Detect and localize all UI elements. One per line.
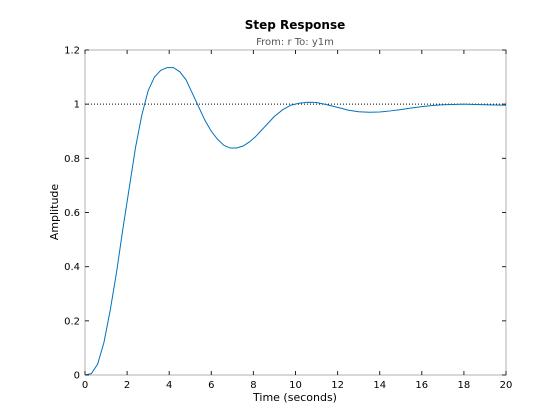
chart-subtitle: From: r To: y1m <box>256 37 334 48</box>
y-tick-label: 1.2 <box>64 46 80 57</box>
y-tick-label: 0.6 <box>64 208 80 219</box>
x-tick-label: 10 <box>289 380 302 391</box>
x-tick-label: 4 <box>166 380 172 391</box>
y-tick-label: 1 <box>74 100 80 111</box>
y-axis-label: Amplitude <box>48 184 61 241</box>
y-tick-label: 0.8 <box>64 154 80 165</box>
y-tick-label: 0.4 <box>64 262 80 273</box>
x-tick-label: 16 <box>415 380 428 391</box>
x-tick-label: 6 <box>208 380 214 391</box>
x-tick-label: 0 <box>82 380 88 391</box>
x-tick-label: 20 <box>500 380 513 391</box>
x-axis-label: Time (seconds) <box>252 391 337 404</box>
y-tick-label: 0 <box>74 371 80 382</box>
chart-title: Step Response <box>245 18 345 32</box>
y-tick-label: 0.2 <box>64 316 80 327</box>
plot-area <box>84 49 507 376</box>
x-tick-label: 14 <box>373 380 386 391</box>
x-tick-label: 8 <box>250 380 256 391</box>
x-tick-label: 12 <box>331 380 344 391</box>
x-tick-label: 2 <box>124 380 130 391</box>
series-line-0 <box>84 67 507 376</box>
x-tick-label: 18 <box>458 380 471 391</box>
